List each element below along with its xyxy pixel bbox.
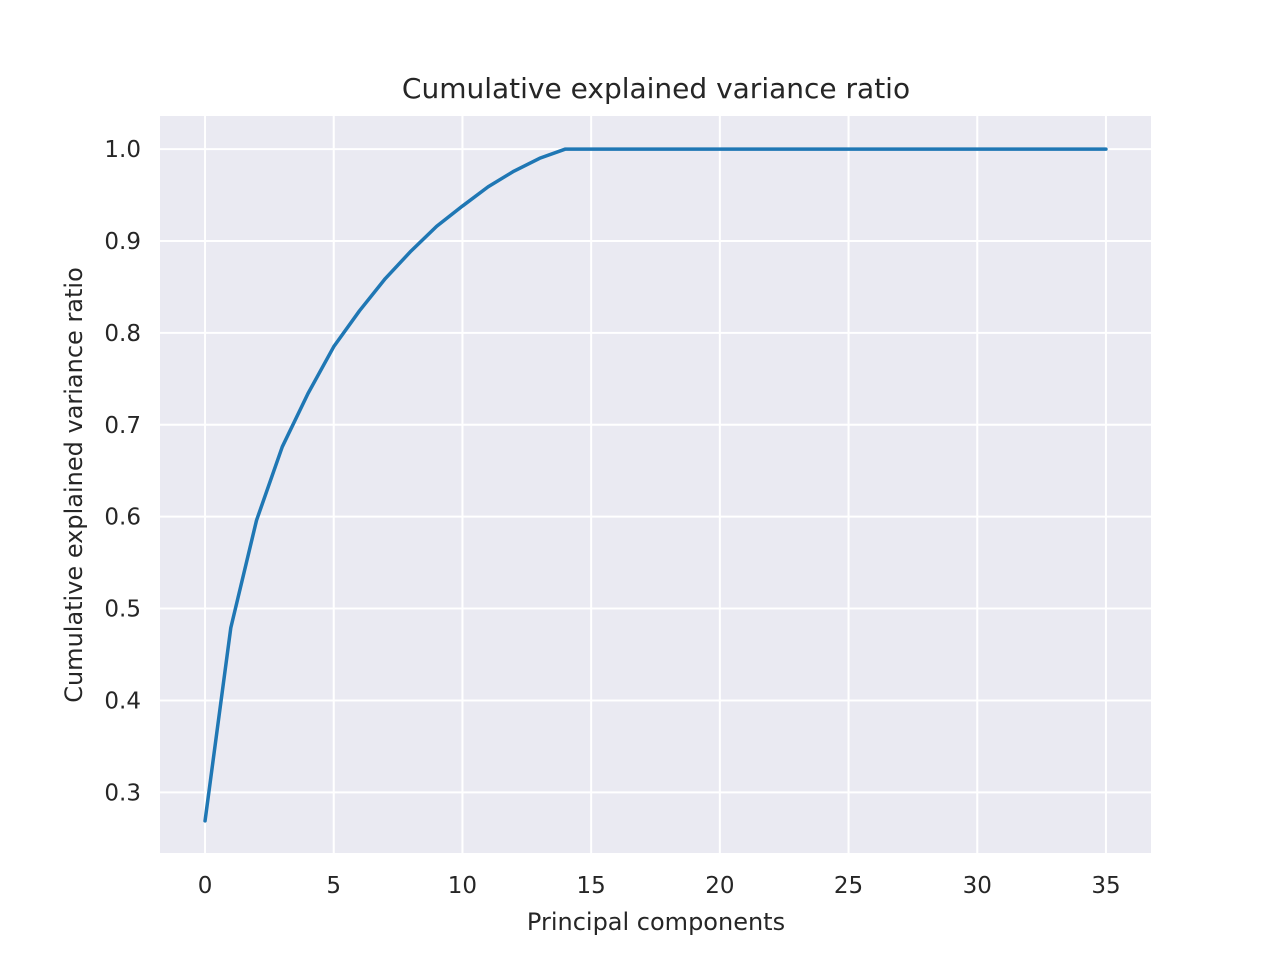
y-tick-label: 0.6 bbox=[104, 505, 141, 531]
y-tick-label: 0.8 bbox=[104, 321, 141, 347]
y-tick-label: 1.0 bbox=[104, 137, 141, 163]
plot-area bbox=[160, 116, 1151, 853]
y-tick-label: 0.3 bbox=[104, 780, 141, 806]
x-tick-label: 15 bbox=[577, 873, 606, 899]
y-tick-label: 0.5 bbox=[104, 597, 141, 623]
tick-labels: 0 5 10 15 20 25 30 35 0.3 0.4 0.5 0.6 0.7 0.8 0.9 1.0 bbox=[104, 137, 1120, 899]
x-tick-label: 5 bbox=[326, 873, 341, 899]
x-tick-label: 10 bbox=[448, 873, 477, 899]
series-line bbox=[203, 147, 1108, 823]
grid-lines bbox=[160, 116, 1151, 853]
series-layer bbox=[203, 147, 1108, 823]
y-axis-label: Cumulative explained variance ratio bbox=[60, 267, 88, 703]
x-tick-label: 25 bbox=[834, 873, 863, 899]
x-tick-label: 0 bbox=[198, 873, 213, 899]
x-tick-label: 30 bbox=[963, 873, 992, 899]
chart-title: Cumulative explained variance ratio bbox=[402, 72, 910, 105]
y-tick-label: 0.9 bbox=[104, 229, 141, 255]
x-tick-label: 20 bbox=[705, 873, 734, 899]
y-tick-label: 0.7 bbox=[104, 413, 141, 439]
x-tick-label: 35 bbox=[1091, 873, 1120, 899]
x-axis-label: Principal components bbox=[527, 908, 785, 936]
y-tick-label: 0.4 bbox=[104, 688, 141, 714]
